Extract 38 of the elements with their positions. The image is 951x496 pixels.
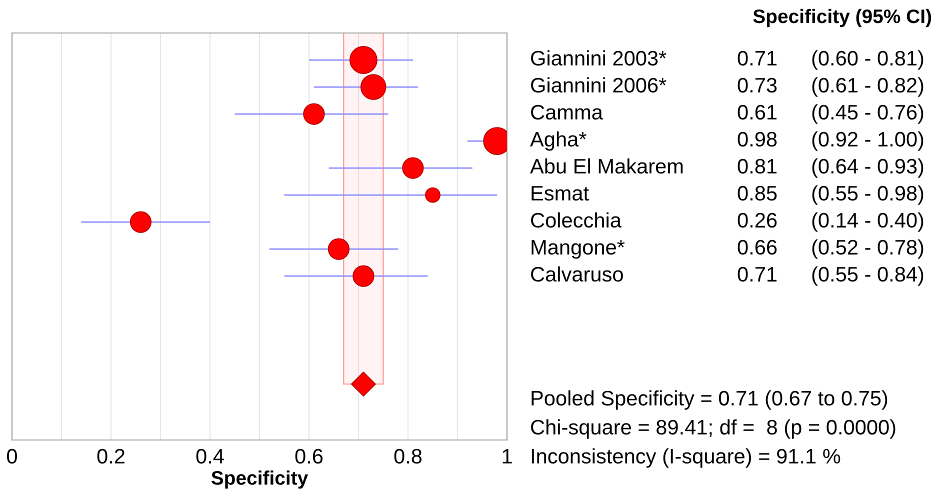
text: (0.45 - 0.76)	[812, 104, 924, 124]
data-label: 0.85	[738, 186, 777, 201]
text: (0.55 - 0.98)	[812, 185, 924, 205]
x-axis-title: Specificity	[211, 470, 308, 489]
data-label: 0.71	[738, 50, 777, 66]
text: (0.61 - 0.82)	[812, 77, 924, 97]
data-label: 0.61	[738, 104, 777, 120]
x-tick-label: 0.4	[196, 448, 224, 464]
y-tick-label: Mangone*	[532, 240, 625, 259]
y-tick-label: Abu El Makarem	[530, 158, 683, 174]
text: (0.55 - 0.84)	[812, 266, 924, 286]
text: Chi-square = 89.41; df = 8 (p = 0.0000)	[531, 419, 896, 439]
y-tick-label: Giannini 2006*	[531, 77, 666, 93]
data-label: 0.81	[738, 158, 777, 174]
y-tick-label: Esmat	[532, 186, 589, 201]
x-tick-label: 0	[7, 448, 17, 464]
text: (0.64 - 0.93)	[812, 158, 924, 178]
y-tick-label: Agha*	[530, 131, 586, 151]
data-label: 0.73	[738, 78, 777, 93]
text: Inconsistency (I-square) = 91.1 %	[532, 448, 840, 468]
x-tick-label: 1	[502, 449, 512, 464]
y-tick-label: Colecchia	[531, 212, 622, 228]
text: (0.52 - 0.78)	[812, 239, 924, 259]
text: (0.14 - 0.40)	[812, 212, 924, 232]
x-tick-label: 0.8	[394, 448, 422, 464]
x-tick-label: 0.2	[97, 448, 124, 464]
text: Pooled Specificity = 0.71 (0.67 to 0.75)	[532, 390, 888, 410]
text: (0.60 - 0.81)	[812, 50, 924, 70]
y-tick-label: Camma	[531, 104, 603, 120]
y-tick-label: Calvaruso	[531, 266, 623, 282]
data-label: 0.98	[738, 132, 777, 147]
text: Specificity (95% CI)	[753, 8, 932, 28]
data-label: 0.71	[738, 266, 777, 282]
text: (0.92 - 1.00)	[812, 131, 924, 151]
data-label: 0.26	[738, 212, 777, 228]
data-label: 0.66	[738, 240, 777, 255]
x-tick-label: 0.6	[295, 448, 323, 464]
y-tick-label: Giannini 2003*	[531, 50, 666, 66]
